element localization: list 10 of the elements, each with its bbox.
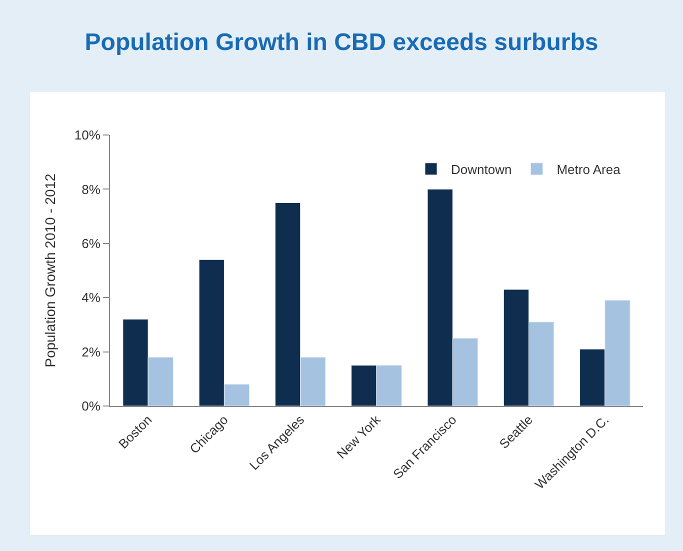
legend-label: Metro Area [556,162,622,177]
legend-label: Downtown [451,162,512,177]
y-tick-label: 4% [82,290,101,306]
y-tick-label: 2% [82,344,101,360]
y-tick-label: 10% [74,128,101,143]
y-tick-label: 8% [82,182,101,197]
y-tick-label: 6% [82,236,101,251]
chart-title: Population Growth in CBD exceeds surburbs [84,28,598,56]
y-tick-label: 0% [82,398,101,414]
y-axis-title: Population Growth 2010 - 2012 [42,173,58,368]
